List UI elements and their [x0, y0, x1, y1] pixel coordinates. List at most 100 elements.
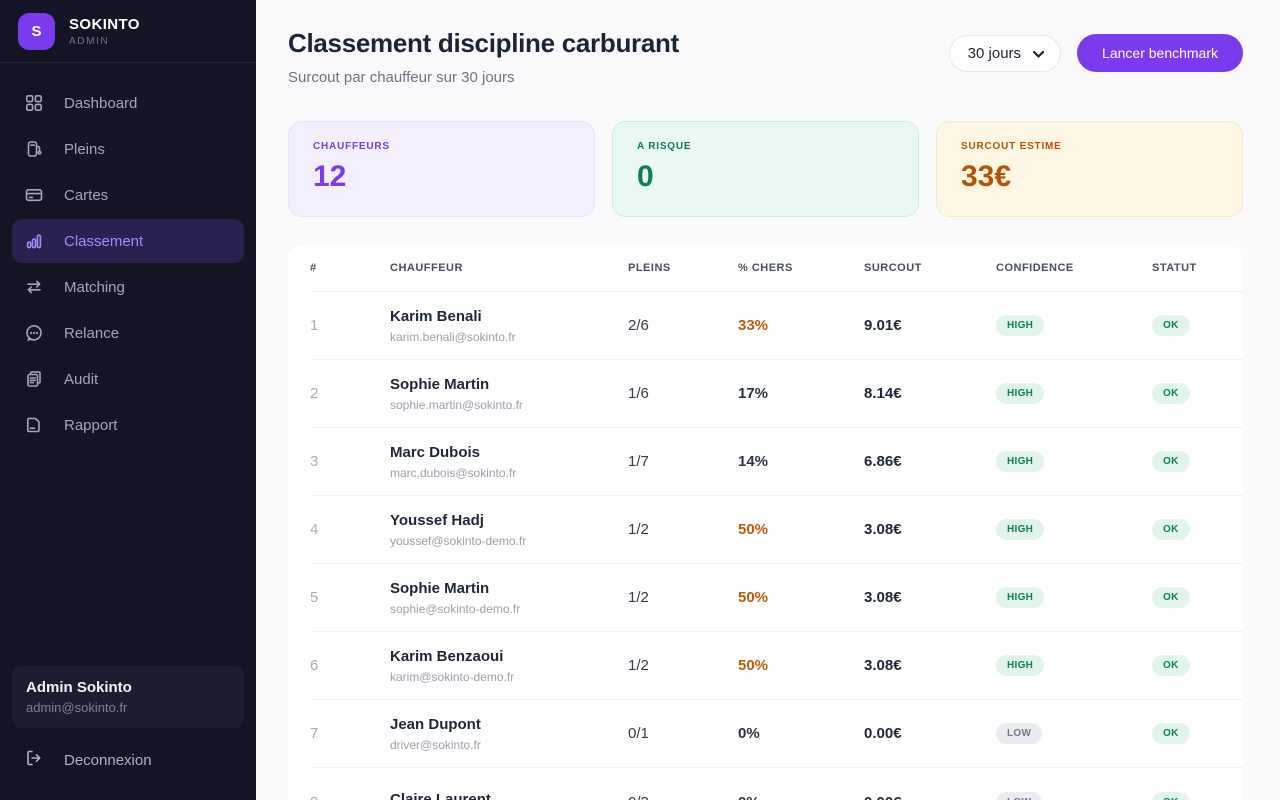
driver-email: youssef@sokinto-demo.fr	[390, 533, 527, 548]
confidence-cell: HIGH	[996, 587, 1152, 608]
table-row[interactable]: 1 Karim Benali karim.benali@sokinto.fr 2…	[310, 292, 1243, 360]
driver-cell: Marc Dubois marc.dubois@sokinto.fr	[390, 444, 628, 480]
surcout-value: 8.14€	[864, 385, 902, 402]
statut-cell: OK	[1152, 791, 1243, 800]
column-header-rank: #	[310, 262, 317, 274]
sidebar-item-label: Matching	[64, 278, 125, 296]
chevron-down-icon	[1032, 45, 1045, 62]
confidence-cell: HIGH	[996, 451, 1152, 472]
stat-card-surcout-estime: SURCOUT ESTIME 33€	[936, 121, 1243, 217]
confidence-cell: HIGH	[996, 519, 1152, 540]
pleins-value: 1/2	[628, 589, 649, 606]
driver-email: sophie.martin@sokinto.fr	[390, 397, 523, 412]
column-header-statut: STATUT	[1152, 262, 1197, 274]
statut-cell: OK	[1152, 519, 1243, 540]
pct-chers-value: 14%	[738, 453, 769, 470]
fuel-pump-icon	[24, 139, 44, 159]
pleins-value: 1/6	[628, 385, 649, 402]
table-body: 1 Karim Benali karim.benali@sokinto.fr 2…	[310, 292, 1243, 800]
stat-cards: CHAUFFEURS 12 A RISQUE 0 SURCOUT ESTIME …	[288, 121, 1243, 217]
surcout-value: 6.86€	[864, 453, 902, 470]
sidebar-item-label: Audit	[64, 370, 99, 388]
confidence-cell: HIGH	[996, 383, 1152, 404]
stat-card-chauffeurs: CHAUFFEURS 12	[288, 121, 595, 217]
statut-cell: OK	[1152, 587, 1243, 608]
driver-name: Sophie Martin	[390, 375, 490, 393]
table-row[interactable]: 3 Marc Dubois marc.dubois@sokinto.fr 1/7…	[310, 428, 1243, 496]
column-header-confidence: CONFIDENCE	[996, 262, 1074, 274]
logout-label: Deconnexion	[64, 751, 152, 769]
sidebar-item-classement[interactable]: Classement	[12, 219, 244, 263]
logout-button[interactable]: Deconnexion	[12, 742, 244, 788]
stat-value: 33€	[961, 160, 1012, 193]
brand-logo: S	[18, 12, 55, 50]
swap-arrows-icon	[24, 277, 44, 297]
statut-badge: OK	[1152, 315, 1190, 336]
confidence-badge: LOW	[996, 791, 1043, 800]
rank-number: 5	[310, 589, 319, 606]
table-header-row: # CHAUFFEUR PLEINS % CHERS SURCOUT CONFI…	[310, 245, 1243, 292]
statut-cell: OK	[1152, 315, 1243, 336]
column-header-chauffeur: CHAUFFEUR	[390, 262, 463, 274]
sidebar-item-matching[interactable]: Matching	[12, 265, 244, 309]
pct-chers-value: 50%	[738, 589, 769, 606]
table-row[interactable]: 5 Sophie Martin sophie@sokinto-demo.fr 1…	[310, 564, 1243, 632]
period-select[interactable]: 30 jours	[948, 34, 1062, 72]
stat-label: A RISQUE	[637, 141, 692, 152]
grid-icon	[24, 93, 44, 113]
pleins-value: 0/3	[628, 794, 738, 800]
driver-cell: Youssef Hadj youssef@sokinto-demo.fr	[390, 512, 628, 548]
sidebar-item-label: Classement	[64, 232, 144, 250]
pct-chers-value: 50%	[738, 657, 769, 674]
statut-badge: OK	[1152, 451, 1190, 472]
table-row[interactable]: 4 Youssef Hadj youssef@sokinto-demo.fr 1…	[310, 496, 1243, 564]
statut-cell: OK	[1152, 655, 1243, 676]
launch-benchmark-button[interactable]: Lancer benchmark	[1077, 34, 1243, 72]
page-subtitle: Surcout par chauffeur sur 30 jours	[288, 69, 515, 86]
statut-cell: OK	[1152, 723, 1243, 744]
sidebar-item-dashboard[interactable]: Dashboard	[12, 81, 244, 125]
pct-chers-value: 33%	[738, 317, 769, 334]
table-row[interactable]: 6 Karim Benzaoui karim@sokinto-demo.fr 1…	[310, 632, 1243, 700]
confidence-cell: LOW	[996, 791, 1152, 800]
statut-badge: OK	[1152, 519, 1190, 540]
pct-chers-value: 17%	[738, 385, 769, 402]
pleins-value: 1/2	[628, 521, 649, 538]
pleins-value: 2/6	[628, 317, 649, 334]
sidebar-item-pleins[interactable]: Pleins	[12, 127, 244, 171]
pleins-value: 1/2	[628, 657, 649, 674]
document-icon	[24, 415, 44, 435]
driver-cell: Sophie Martin sophie@sokinto-demo.fr	[390, 580, 628, 616]
page-header: Classement discipline carburant Surcout …	[288, 28, 1243, 86]
rank-number: 6	[310, 657, 319, 674]
stat-label: SURCOUT ESTIME	[961, 141, 1062, 152]
ranking-table: # CHAUFFEUR PLEINS % CHERS SURCOUT CONFI…	[288, 245, 1243, 800]
confidence-badge: HIGH	[996, 451, 1045, 472]
driver-email: marc.dubois@sokinto.fr	[390, 465, 517, 480]
statut-badge: OK	[1152, 723, 1190, 744]
table-row[interactable]: 2 Sophie Martin sophie.martin@sokinto.fr…	[310, 360, 1243, 428]
driver-cell: Sophie Martin sophie.martin@sokinto.fr	[390, 376, 628, 412]
sidebar-item-label: Rapport	[64, 416, 118, 434]
bar-chart-icon	[24, 231, 44, 251]
header-actions: 30 jours Lancer benchmark	[948, 34, 1243, 72]
sidebar-item-audit[interactable]: Audit	[12, 357, 244, 401]
driver-name: Jean Dupont	[390, 715, 481, 733]
driver-name: Karim Benzaoui	[390, 647, 504, 665]
stat-value: 12	[313, 160, 347, 193]
user-name: Admin Sokinto	[26, 679, 132, 696]
table-row[interactable]: 8 Claire Laurent 0/3 0% 0.00€ LOW OK	[310, 768, 1243, 800]
driver-name: Claire Laurent	[390, 791, 491, 800]
sidebar-item-relance[interactable]: Relance	[12, 311, 244, 355]
sidebar-item-rapport[interactable]: Rapport	[12, 403, 244, 447]
sidebar-item-label: Pleins	[64, 140, 105, 158]
surcout-value: 9.01€	[864, 317, 902, 334]
rank-number: 7	[310, 725, 319, 742]
driver-name: Youssef Hadj	[390, 511, 484, 529]
pct-chers-value: 0%	[738, 725, 760, 742]
statut-cell: OK	[1152, 383, 1243, 404]
sidebar-item-cartes[interactable]: Cartes	[12, 173, 244, 217]
statut-badge: OK	[1152, 587, 1190, 608]
table-row[interactable]: 7 Jean Dupont driver@sokinto.fr 0/1 0% 0…	[310, 700, 1243, 768]
user-email: admin@sokinto.fr	[26, 700, 128, 715]
